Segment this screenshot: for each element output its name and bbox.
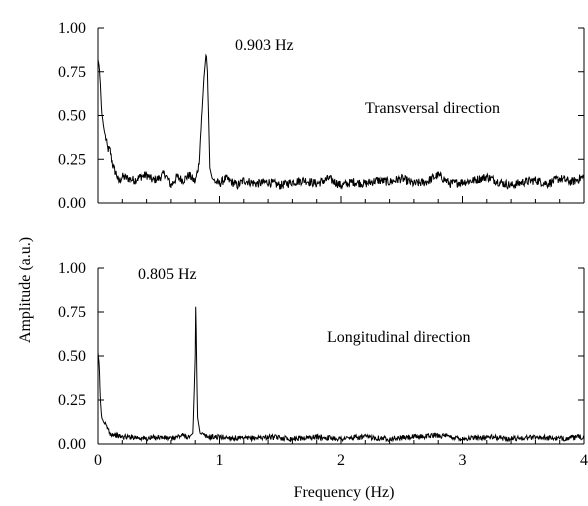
- longitudinal-ytick-label: 0.50: [58, 348, 86, 365]
- longitudinal-ytick-label: 0.00: [58, 436, 86, 453]
- transversal-ytick-label: 0.25: [58, 151, 86, 168]
- x-tick-label: 4: [580, 452, 588, 469]
- x-tick-label: 2: [337, 452, 345, 469]
- transversal-ytick-label: 1.00: [58, 20, 86, 37]
- x-axis-title: Frequency (Hz): [294, 484, 395, 501]
- transversal-series-line: [97, 53, 585, 190]
- transversal-ytick-label: 0.00: [58, 195, 86, 212]
- x-tick-label: 1: [216, 452, 224, 469]
- transversal-ytick-label: 0.50: [58, 108, 86, 125]
- longitudinal-ytick-label: 1.00: [58, 260, 86, 277]
- longitudinal-peak-label: 0.805 Hz: [138, 266, 197, 283]
- y-axis-title: Amplitude (a.u.): [17, 237, 34, 343]
- x-tick-label: 0: [94, 452, 102, 469]
- x-tick-label: 3: [459, 452, 467, 469]
- transversal-panel: 0.00 0.25 0.50 0.75 1.00 0.903 Hz Transversal …: [58, 20, 585, 212]
- longitudinal-ytick-label: 0.75: [58, 304, 86, 321]
- transversal-direction-label: Transversal direction: [365, 100, 500, 117]
- longitudinal-panel: 0.00 0.25 0.50 0.75 1.00 0 1 2 3 4 0.805 Hz Longitu…: [58, 260, 588, 469]
- transversal-peak-label: 0.903 Hz: [235, 37, 294, 54]
- longitudinal-series-line: [97, 306, 584, 443]
- longitudinal-direction-label: Longitudinal direction: [327, 329, 471, 346]
- longitudinal-ytick-label: 0.25: [58, 392, 86, 409]
- transversal-ytick-label: 0.75: [58, 64, 86, 81]
